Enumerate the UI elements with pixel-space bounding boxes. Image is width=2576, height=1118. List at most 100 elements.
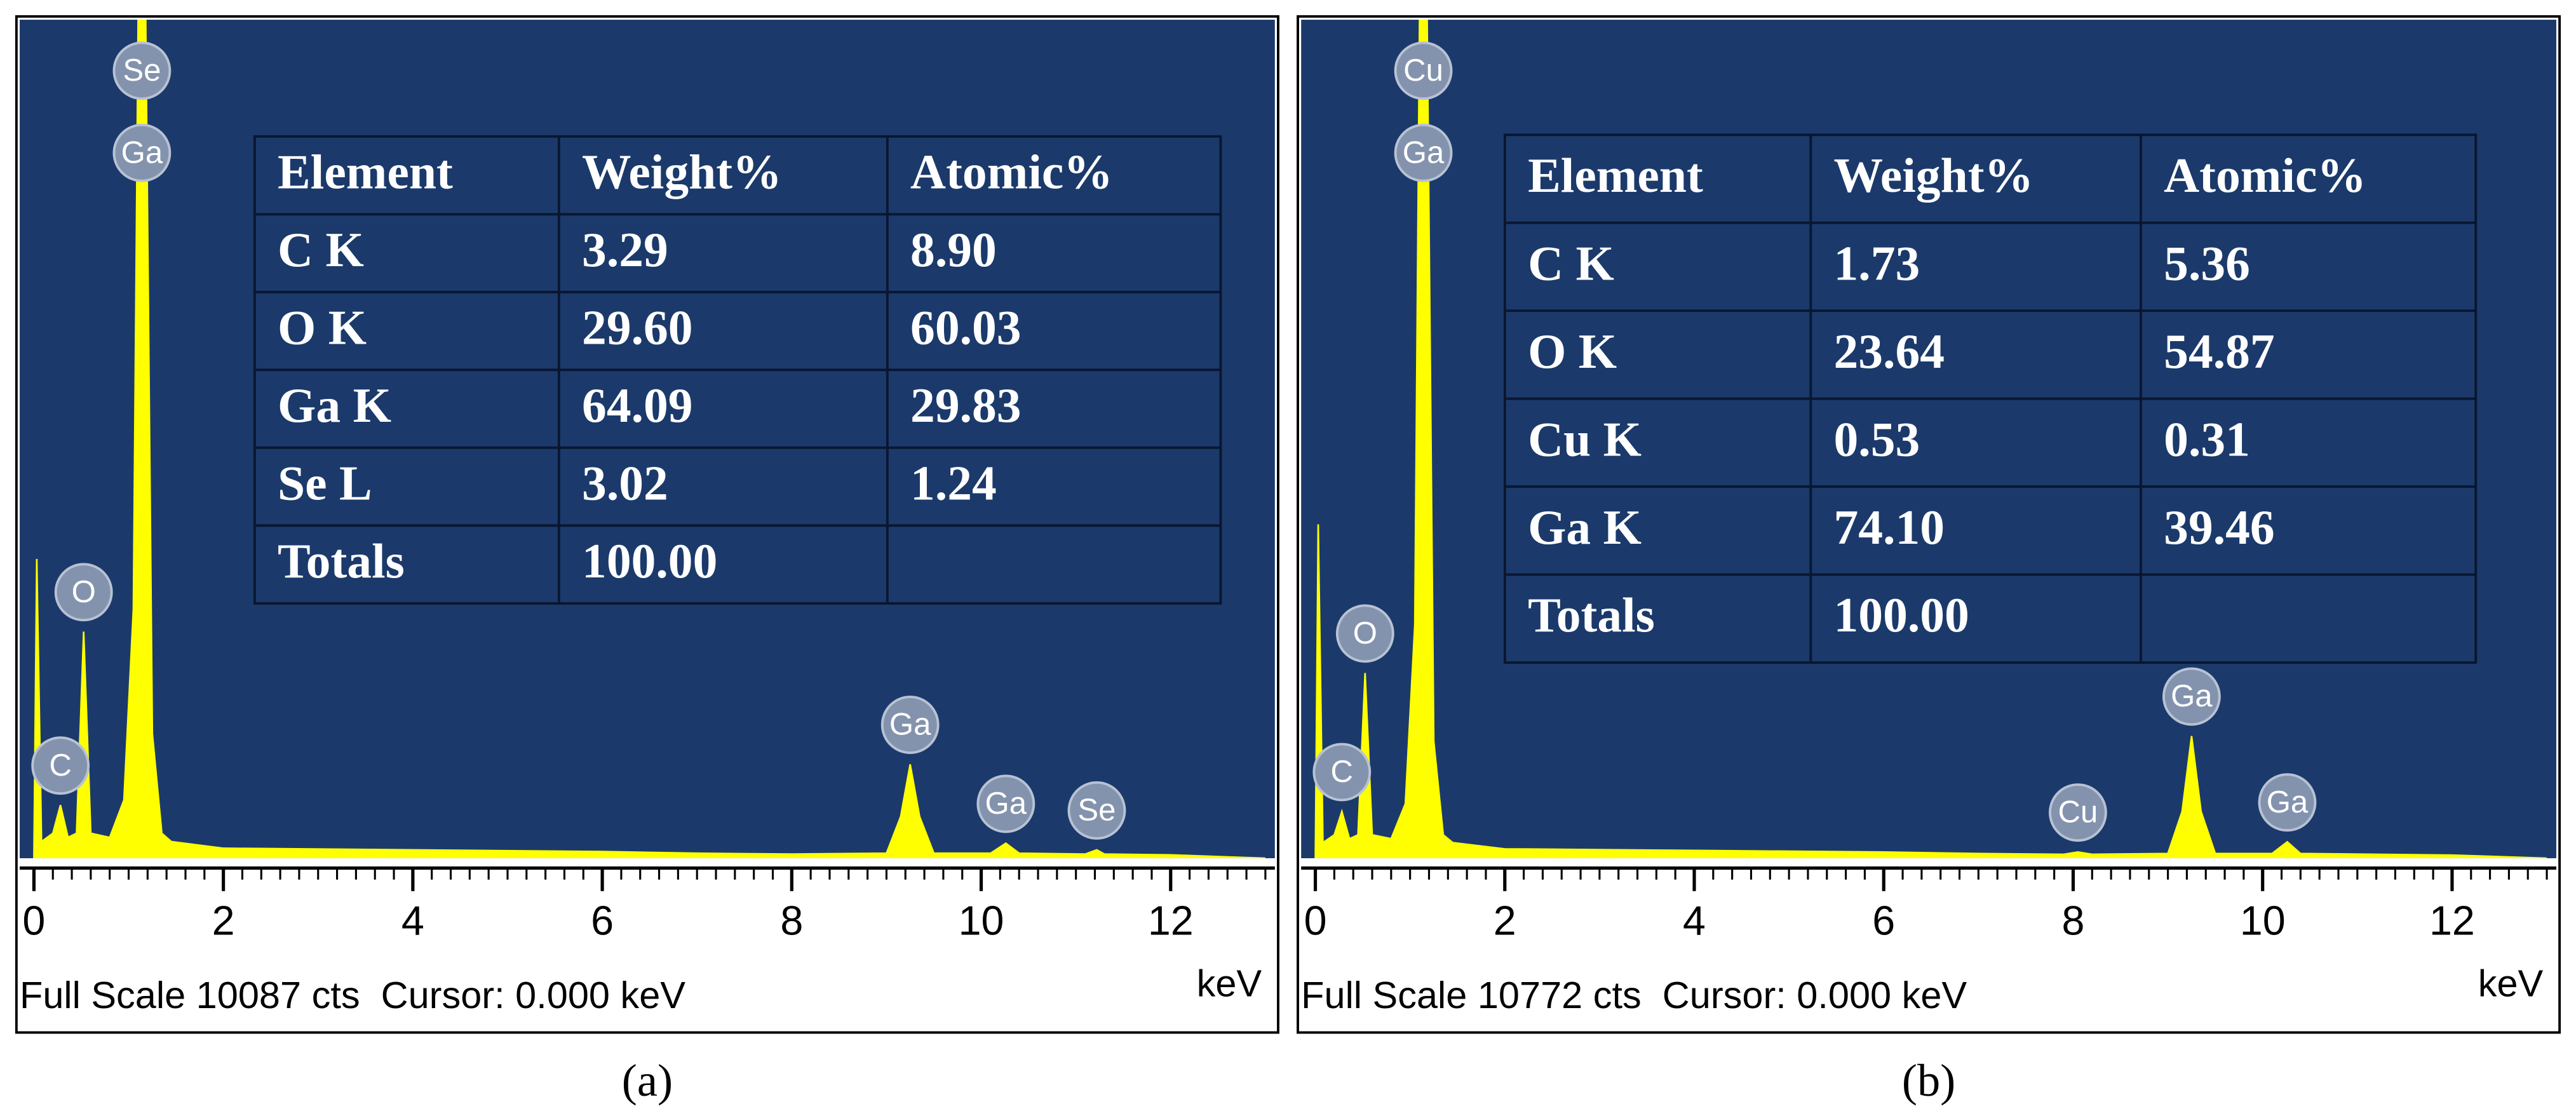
table-cell: 74.10: [1834, 500, 1945, 555]
table-cell: C K: [1528, 236, 1614, 290]
peak-label: Ga: [1394, 123, 1453, 182]
table-cell: Ga K: [278, 378, 391, 433]
peak-label-badge: [2049, 783, 2107, 842]
peak-label: C: [1312, 743, 1372, 802]
table-header-cell: Weight%: [582, 144, 782, 199]
table-cell: Se L: [278, 455, 372, 510]
peak-label: Ga: [112, 123, 172, 182]
peak-label: C: [31, 736, 90, 795]
table-cell: 8.90: [910, 222, 997, 277]
table-cell: 29.83: [910, 378, 1022, 433]
x-axis-label: keV: [2478, 962, 2544, 1005]
footer: Full Scale 10087 cts Cursor: 0.000 keV: [20, 974, 685, 1016]
peak-label-text: Se: [123, 53, 161, 88]
peak-label-badge: [31, 736, 90, 795]
table-cell: 3.02: [582, 455, 668, 510]
spectrum-area: [33, 20, 1265, 859]
table-cell: 100.00: [582, 534, 717, 588]
peak-label-badge: [2258, 773, 2317, 832]
peak-label: O: [54, 563, 113, 622]
peak-label: Ga: [880, 696, 940, 755]
x-axis-label: keV: [1197, 962, 1262, 1005]
peak-label-badge: [2162, 667, 2221, 726]
footer: Full Scale 10772 cts Cursor: 0.000 keV: [1301, 974, 1967, 1016]
table-cell: 5.36: [2164, 236, 2250, 290]
peak-label-text: Cu: [1403, 53, 1443, 88]
peak-label: Ga: [2162, 667, 2221, 726]
peak-label-badge: [1394, 123, 1453, 182]
peak-label-badge: [1312, 743, 1372, 802]
table-cell: 100.00: [1834, 588, 1969, 642]
table-cell: 0.53: [1834, 412, 1920, 466]
peak-label-badge: [112, 41, 172, 100]
x-tick-label: 12: [1148, 898, 1194, 944]
table-cell: 39.46: [2164, 500, 2275, 555]
peak-label: Ga: [2258, 773, 2317, 832]
x-tick-label: 6: [591, 898, 614, 944]
table-cell: Ga K: [1528, 500, 1642, 555]
table-cell: O K: [1528, 324, 1617, 379]
peak-label-text: Ga: [121, 135, 163, 170]
peak-label-badge: [976, 774, 1035, 833]
table-header-cell: Atomic%: [2164, 148, 2366, 203]
peak-label: Se: [112, 41, 172, 100]
peak-label-text: O: [1353, 616, 1377, 650]
x-tick-label: 0: [1304, 898, 1327, 944]
table-cell: O K: [278, 300, 367, 354]
element-table: Element Weight% Atomic% C K 1.73 5.36 O K 23.64…: [1503, 133, 2478, 664]
peak-label-text: Se: [1077, 793, 1116, 827]
spectrum-area: [1314, 20, 2547, 859]
table-header-cell: Weight%: [1834, 148, 2034, 203]
table-cell: Totals: [1528, 588, 1655, 642]
x-tick-label: 4: [1683, 898, 1706, 944]
table-header-cell: Element: [1528, 148, 1703, 203]
x-tick-label: 4: [401, 898, 424, 944]
element-table: Element Weight% Atomic% C K 3.29 8.90 O K 29.60…: [253, 135, 1222, 605]
table-cell: C K: [278, 222, 364, 277]
table-cell: 60.03: [910, 300, 1022, 354]
peak-label: Cu: [1394, 41, 1453, 100]
peak-label-badge: [54, 563, 113, 622]
peak-label: Se: [1067, 781, 1126, 840]
x-tick-label: 10: [2240, 898, 2286, 944]
table-cell: Cu K: [1528, 412, 1642, 466]
table-header-cell: Element: [278, 144, 453, 199]
x-tick-label: 8: [2062, 898, 2085, 944]
table-cell: 29.60: [582, 300, 693, 354]
peak-label-text: Ga: [985, 786, 1027, 821]
x-tick-label: 8: [780, 898, 803, 944]
x-tick-label: 10: [959, 898, 1004, 944]
x-tick-label: 0: [22, 898, 45, 944]
peak-label: Cu: [2049, 783, 2107, 842]
table-cell: 23.64: [1834, 324, 1945, 379]
peak-label-text: C: [49, 748, 71, 783]
x-tick-label: 2: [212, 898, 235, 944]
table-cell: 1.24: [910, 455, 997, 510]
x-tick-label: 12: [2429, 898, 2475, 944]
caption: (b): [1902, 1054, 1955, 1106]
peak-label: Ga: [976, 774, 1035, 833]
x-tick-label: 6: [1872, 898, 1895, 944]
peak-label-text: Ga: [2267, 785, 2309, 819]
peak-label-badge: [112, 123, 172, 182]
table-header-cell: Atomic%: [910, 144, 1113, 199]
peak-label-badge: [1394, 41, 1453, 100]
peak-label-badge: [880, 696, 940, 755]
table-cell: 0.31: [2164, 412, 2250, 466]
peak-label-text: Ga: [889, 708, 931, 742]
peak-label-text: Ga: [2171, 679, 2213, 713]
peak-label-badge: [1067, 781, 1126, 840]
table-cell: 54.87: [2164, 324, 2275, 379]
table-cell: 1.73: [1834, 236, 1920, 290]
caption: (a): [622, 1054, 673, 1106]
peak-label-text: O: [72, 575, 96, 609]
peak-label: O: [1335, 604, 1394, 663]
peak-label-text: Ga: [1403, 135, 1445, 170]
peak-label-text: Cu: [2058, 795, 2098, 830]
table-cell: Totals: [278, 534, 405, 588]
x-tick-label: 2: [1494, 898, 1516, 944]
table-cell: 64.09: [582, 378, 693, 433]
